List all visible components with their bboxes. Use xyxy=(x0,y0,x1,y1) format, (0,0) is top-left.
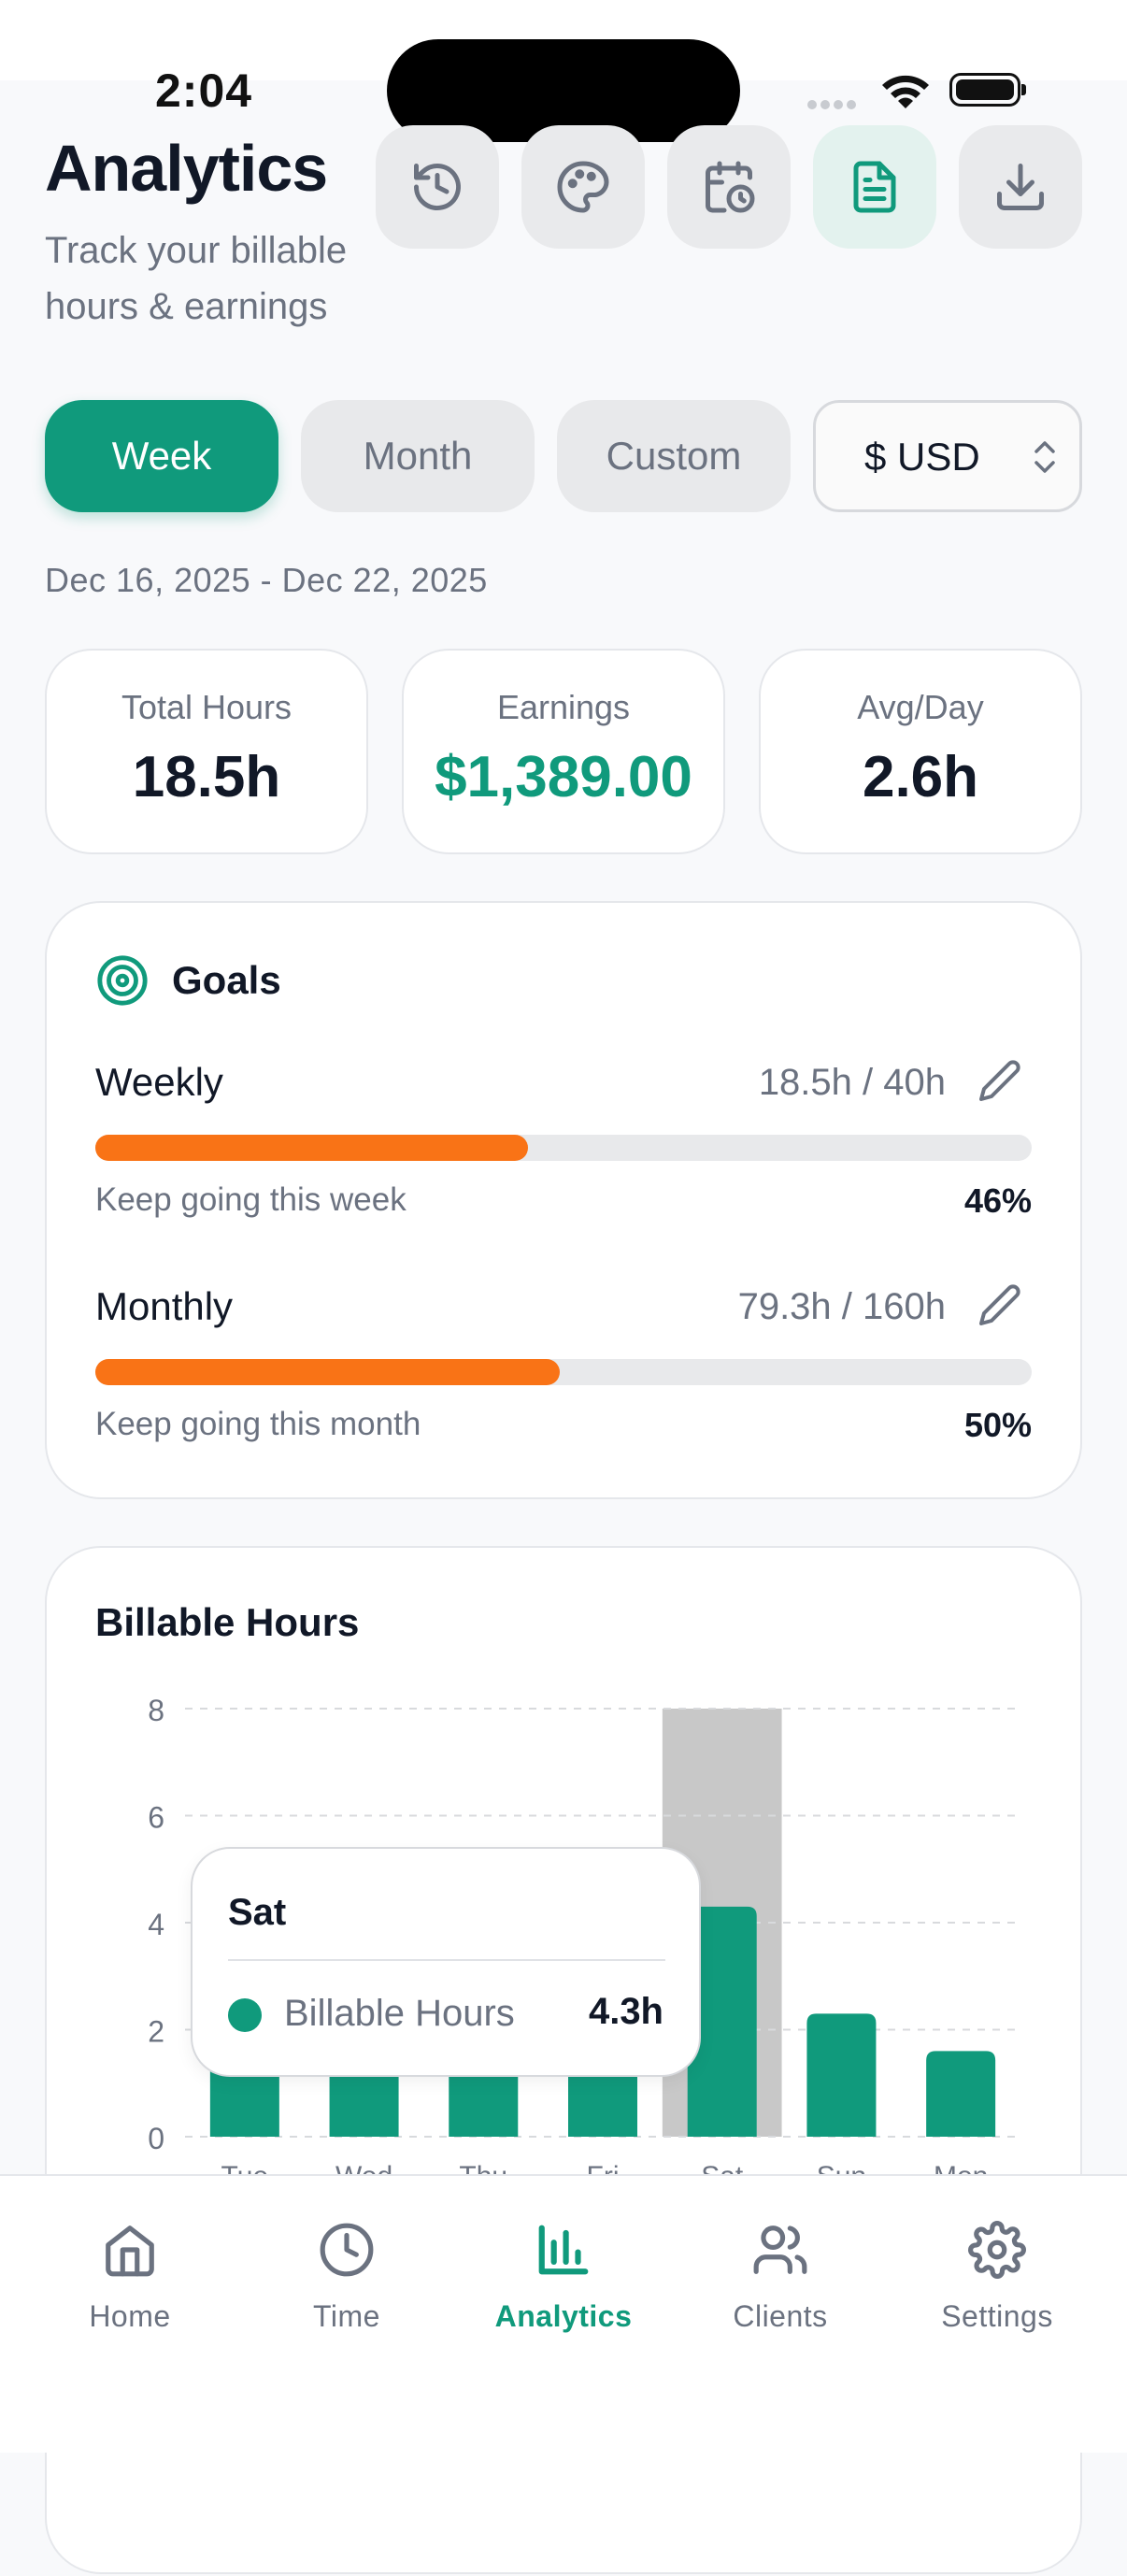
tooltip-divider xyxy=(228,1959,665,1961)
goal-progress-fill xyxy=(95,1359,560,1385)
stat-total-hours: Total Hours 18.5h xyxy=(45,649,368,854)
stat-earnings: Earnings $1,389.00 xyxy=(402,649,725,854)
schedule-button[interactable] xyxy=(667,125,791,249)
signal-icon xyxy=(807,97,863,110)
clock-icon xyxy=(320,2223,374,2277)
tab-label: Settings xyxy=(941,2299,1053,2333)
tab-label: Analytics xyxy=(494,2299,633,2333)
chevron-updown-icon xyxy=(1034,441,1055,473)
status-time: 2:04 xyxy=(155,64,253,117)
currency-select[interactable]: $ USD xyxy=(813,400,1082,512)
bar xyxy=(806,2013,877,2137)
tab-label: Home xyxy=(89,2299,171,2333)
goal-progress-track xyxy=(95,1359,1032,1385)
tab-bar: Home Time Analytics Clients xyxy=(0,2174,1127,2453)
report-button[interactable] xyxy=(813,125,936,249)
history-button[interactable] xyxy=(376,125,499,249)
chart-tooltip: Sat Billable Hours 4.3h xyxy=(191,1847,701,2077)
bar xyxy=(926,2051,996,2137)
series-swatch xyxy=(228,1998,262,2032)
goal-note: Keep going this month xyxy=(95,1406,421,1442)
dynamic-island xyxy=(387,39,740,142)
battery-icon xyxy=(949,73,1026,107)
bar-chart-icon xyxy=(538,2225,589,2275)
date-range: Dec 16, 2025 - Dec 22, 2025 xyxy=(45,561,488,599)
bar xyxy=(687,1906,757,2137)
chart-title: Billable Hours xyxy=(95,1600,360,1644)
goals-card: Goals Weekly 18.5h / 40h Keep going this… xyxy=(45,901,1082,1499)
goal-percent: 46% xyxy=(963,1181,1032,1220)
period-custom-button[interactable]: Custom xyxy=(557,400,791,512)
goals-header: Goals xyxy=(95,953,281,1008)
y-tick-label: 0 xyxy=(148,2122,164,2155)
tab-label: Time xyxy=(313,2299,380,2333)
goal-progress-fill xyxy=(95,1135,529,1161)
gear-icon xyxy=(968,2221,1026,2279)
goals-title: Goals xyxy=(172,958,281,1002)
y-tick-label: 4 xyxy=(148,1908,164,1941)
period-week-button[interactable]: Week xyxy=(45,400,278,512)
tab-time[interactable]: Time xyxy=(253,2217,440,2334)
history-icon xyxy=(414,164,461,211)
currency-value: $ USD xyxy=(864,435,980,479)
stat-label: Avg/Day xyxy=(857,688,984,726)
period-month-button[interactable]: Month xyxy=(301,400,535,512)
target-icon xyxy=(97,955,148,1006)
y-tick-label: 6 xyxy=(148,1801,164,1835)
y-tick-label: 8 xyxy=(148,1694,164,1727)
pencil-icon[interactable] xyxy=(977,1058,1022,1103)
stat-avg-day: Avg/Day 2.6h xyxy=(759,649,1082,854)
stat-label: Total Hours xyxy=(121,688,292,726)
download-icon xyxy=(997,164,1044,210)
goal-value: 18.5h / 40h xyxy=(758,1062,946,1103)
page-title: Analytics xyxy=(45,132,328,205)
tab-home[interactable]: Home xyxy=(36,2217,223,2334)
tooltip-value: 4.3h xyxy=(588,1991,663,2032)
goal-name: Monthly xyxy=(95,1284,234,1328)
stat-value: $1,389.00 xyxy=(435,745,692,809)
stat-value: 2.6h xyxy=(862,745,979,809)
report-icon xyxy=(853,161,896,213)
status-bar: 2:04 xyxy=(0,0,1127,142)
tab-settings[interactable]: Settings xyxy=(904,2217,1091,2334)
stat-value: 18.5h xyxy=(132,745,281,809)
page-subtitle: Track your billable hours & earnings xyxy=(45,230,348,327)
tab-label: Clients xyxy=(733,2299,828,2333)
export-button[interactable] xyxy=(959,125,1082,249)
wifi-icon xyxy=(882,75,929,108)
goal-percent: 50% xyxy=(963,1406,1032,1444)
goal-progress-track xyxy=(95,1135,1032,1161)
home-icon xyxy=(106,2225,154,2277)
goal-name: Weekly xyxy=(95,1060,223,1104)
tooltip-series: Billable Hours xyxy=(284,1993,515,2034)
billable-hours-chart: 02468TueWedThuFriSatSunMon xyxy=(148,1694,1020,2192)
pencil-icon[interactable] xyxy=(977,1282,1022,1327)
calendar-clock-icon xyxy=(706,161,755,213)
palette-icon xyxy=(557,161,609,213)
y-tick-label: 2 xyxy=(148,2015,164,2049)
tab-analytics[interactable]: Analytics xyxy=(470,2217,657,2334)
goal-note: Keep going this week xyxy=(95,1181,407,1218)
theme-button[interactable] xyxy=(521,125,645,249)
goal-value: 79.3h / 160h xyxy=(737,1286,946,1327)
tab-clients[interactable]: Clients xyxy=(687,2217,874,2334)
tooltip-day: Sat xyxy=(228,1892,287,1933)
users-icon xyxy=(753,2225,807,2274)
stat-label: Earnings xyxy=(496,688,631,726)
